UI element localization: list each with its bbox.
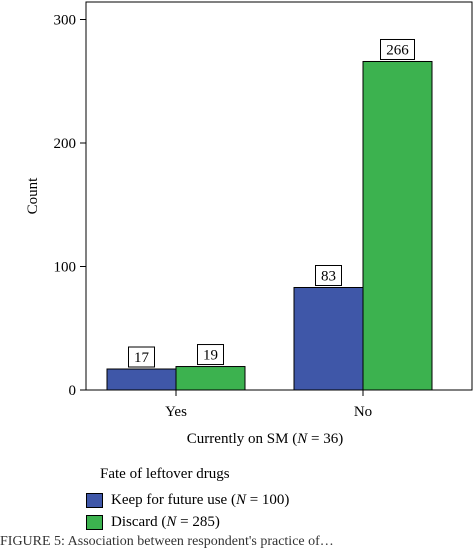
legend-swatch-keep	[86, 492, 103, 508]
bar-yes-keep	[106, 368, 177, 391]
legend: Fate of leftover drugs Keep for future u…	[86, 466, 289, 533]
bar-yes-discard	[175, 366, 246, 391]
legend-label-keep: Keep for future use (N = 100)	[111, 491, 290, 508]
y-axis-label: Count	[25, 177, 41, 215]
y-tick-label: 100	[54, 260, 77, 276]
plot-frame	[85, 1, 473, 391]
legend-title: Fate of leftover drugs	[100, 466, 230, 482]
bars: 17 19 83 266	[106, 38, 433, 391]
bar-chart: 0 100 200 300 Yes No 17 19 83 266 Count Current…	[25, 1, 473, 447]
y-tick-label: 300	[54, 13, 77, 29]
x-tick-label: No	[354, 404, 372, 420]
data-label: 266	[386, 42, 409, 58]
data-label: 83	[321, 268, 336, 284]
x-tick-label: Yes	[165, 404, 187, 420]
data-label: 17	[134, 350, 150, 366]
y-tick-label: 200	[54, 136, 77, 152]
legend-swatch-discard	[86, 514, 103, 530]
legend-label-discard: Discard (N = 285)	[111, 513, 220, 530]
data-label: 19	[203, 348, 218, 364]
data-label-box	[197, 344, 224, 366]
data-label-box	[128, 346, 155, 368]
bar-no-discard	[362, 60, 433, 391]
y-tick-label: 0	[69, 383, 77, 399]
figure-caption: FIGURE 5: Association between respondent…	[0, 534, 334, 549]
legend-item-keep: Keep for future use (N = 100)	[86, 489, 289, 511]
x-axis: Yes No	[165, 390, 372, 420]
bar-no-keep	[293, 286, 364, 391]
data-label-box	[380, 38, 415, 60]
data-label-box	[315, 264, 342, 286]
legend-item-discard: Discard (N = 285)	[86, 511, 289, 533]
x-axis-label: Currently on SM (N = 36)	[187, 431, 343, 447]
y-axis: 0 100 200 300	[54, 13, 86, 399]
